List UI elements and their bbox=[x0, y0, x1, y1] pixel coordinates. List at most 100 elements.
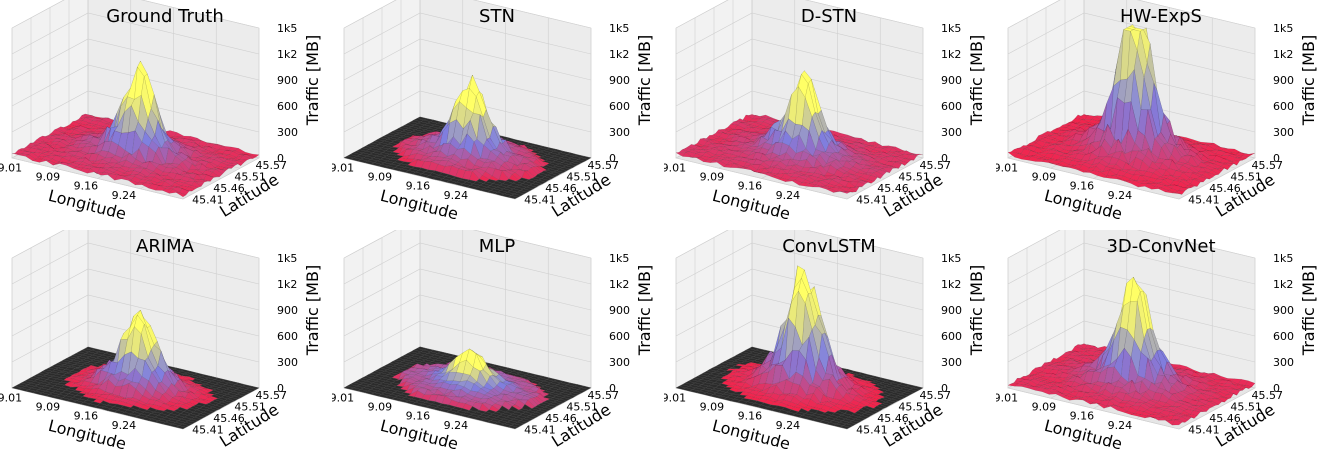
x-tick-label: 9.09 bbox=[700, 171, 725, 184]
y-tick-label: 45.41 bbox=[192, 193, 224, 206]
y-tick-label: 45.57 bbox=[920, 389, 952, 402]
z-tick-label: 300 bbox=[1273, 126, 1294, 139]
z-tick-label: 1k2 bbox=[1273, 48, 1293, 61]
y-tick-label: 45.41 bbox=[856, 423, 888, 436]
x-tick-label: 9.16 bbox=[1070, 180, 1095, 193]
z-tick-label: 1k5 bbox=[277, 22, 297, 35]
chart-panel: MLP 9.01 9.09 9.16 9.24 Longitude 45.41 45.46 45… bbox=[332, 230, 662, 459]
z-tick-label: 1k2 bbox=[609, 278, 629, 291]
z-tick-label: 1k2 bbox=[1273, 278, 1293, 291]
chart-title: Ground Truth bbox=[106, 6, 224, 27]
z-tick-label: 0 bbox=[609, 382, 616, 395]
z-tick-label: 600 bbox=[609, 330, 630, 343]
chart-panel: Ground Truth 9.01 9.09 9.16 9.24 Longitude 45.… bbox=[0, 0, 330, 229]
z-tick-label: 900 bbox=[277, 304, 298, 317]
z-axis-label: Traffic [MB] bbox=[303, 265, 322, 356]
z-tick-label: 300 bbox=[609, 126, 630, 139]
z-tick-label: 300 bbox=[941, 126, 962, 139]
z-tick-label: 900 bbox=[277, 74, 298, 87]
z-axis-label: Traffic [MB] bbox=[635, 265, 654, 356]
z-tick-label: 300 bbox=[609, 356, 630, 369]
chart-panel: D-STN 9.01 9.09 9.16 9.24 Longitude 45.41 45.46… bbox=[664, 0, 994, 229]
y-tick-label: 45.51 bbox=[1230, 401, 1262, 414]
z-tick-label: 600 bbox=[1273, 330, 1294, 343]
y-tick-label: 45.41 bbox=[192, 423, 224, 436]
z-axis-label: Traffic [MB] bbox=[967, 265, 986, 356]
surface-mesh bbox=[675, 70, 924, 194]
x-tick-label: 9.24 bbox=[444, 419, 469, 432]
z-tick-label: 1k2 bbox=[609, 48, 629, 61]
x-tick-label: 9.24 bbox=[776, 419, 801, 432]
x-tick-label: 9.01 bbox=[996, 161, 1018, 174]
x-tick-label: 9.09 bbox=[1032, 171, 1057, 184]
chart-panel: ARIMA 9.01 9.09 9.16 9.24 Longitude 45.41 45.46… bbox=[0, 230, 330, 459]
x-tick-label: 9.09 bbox=[700, 401, 725, 414]
x-tick-label: 9.24 bbox=[112, 189, 137, 202]
y-tick-label: 45.57 bbox=[920, 159, 952, 172]
chart-panel: ConvLSTM 9.01 9.09 9.16 9.24 Longitude 45.41 45… bbox=[664, 230, 994, 459]
chart-title: HW-ExpS bbox=[1120, 6, 1202, 27]
surface-mesh bbox=[1007, 24, 1256, 195]
y-tick-label: 45.57 bbox=[256, 159, 288, 172]
x-tick-label: 9.09 bbox=[368, 401, 393, 414]
z-tick-label: 300 bbox=[1273, 356, 1294, 369]
x-tick-label: 9.24 bbox=[776, 189, 801, 202]
z-tick-label: 900 bbox=[1273, 74, 1294, 87]
x-tick-label: 9.16 bbox=[406, 180, 431, 193]
x-tick-label: 9.01 bbox=[664, 161, 686, 174]
x-tick-label: 9.16 bbox=[74, 410, 99, 423]
z-tick-label: 1k5 bbox=[609, 252, 629, 265]
y-tick-label: 45.51 bbox=[1230, 171, 1262, 184]
z-tick-label: 1k5 bbox=[609, 22, 629, 35]
x-tick-label: 9.09 bbox=[36, 171, 61, 184]
chart-title: STN bbox=[479, 6, 515, 27]
chart-title: 3D-ConvNet bbox=[1106, 236, 1215, 257]
z-tick-label: 1k5 bbox=[1273, 22, 1293, 35]
x-tick-label: 9.01 bbox=[0, 391, 22, 404]
z-tick-label: 900 bbox=[609, 304, 630, 317]
y-tick-label: 45.51 bbox=[566, 171, 598, 184]
x-tick-label: 9.24 bbox=[112, 419, 137, 432]
z-tick-label: 1k5 bbox=[1273, 252, 1293, 265]
x-tick-label: 9.16 bbox=[74, 180, 99, 193]
x-tick-label: 9.09 bbox=[1032, 401, 1057, 414]
x-tick-label: 9.01 bbox=[332, 161, 354, 174]
y-tick-label: 45.46 bbox=[545, 412, 577, 425]
x-tick-label: 9.16 bbox=[406, 410, 431, 423]
z-tick-label: 1k2 bbox=[941, 48, 961, 61]
chart-title: MLP bbox=[479, 236, 516, 257]
x-tick-label: 9.09 bbox=[368, 171, 393, 184]
z-tick-label: 0 bbox=[1273, 382, 1280, 395]
y-tick-label: 45.46 bbox=[545, 182, 577, 195]
y-tick-label: 45.41 bbox=[524, 193, 556, 206]
z-tick-label: 1k5 bbox=[941, 252, 961, 265]
z-tick-label: 300 bbox=[277, 356, 298, 369]
z-tick-label: 600 bbox=[941, 330, 962, 343]
chart-title: ConvLSTM bbox=[782, 236, 876, 257]
x-tick-label: 9.24 bbox=[1108, 189, 1133, 202]
z-tick-label: 0 bbox=[277, 382, 284, 395]
y-tick-label: 45.46 bbox=[213, 412, 245, 425]
y-tick-label: 45.46 bbox=[877, 412, 909, 425]
x-tick-label: 9.16 bbox=[738, 410, 763, 423]
y-tick-label: 45.41 bbox=[524, 423, 556, 436]
y-tick-label: 45.41 bbox=[856, 193, 888, 206]
x-tick-label: 9.01 bbox=[664, 391, 686, 404]
z-axis-label: Traffic [MB] bbox=[303, 35, 322, 126]
z-tick-label: 900 bbox=[609, 74, 630, 87]
z-tick-label: 0 bbox=[609, 152, 616, 165]
z-tick-label: 600 bbox=[277, 100, 298, 113]
surface-mesh bbox=[675, 265, 924, 430]
z-axis-label: Traffic [MB] bbox=[635, 35, 654, 126]
z-tick-label: 900 bbox=[941, 304, 962, 317]
chart-title: D-STN bbox=[801, 6, 857, 27]
y-tick-label: 45.57 bbox=[588, 159, 620, 172]
z-tick-label: 0 bbox=[941, 382, 948, 395]
